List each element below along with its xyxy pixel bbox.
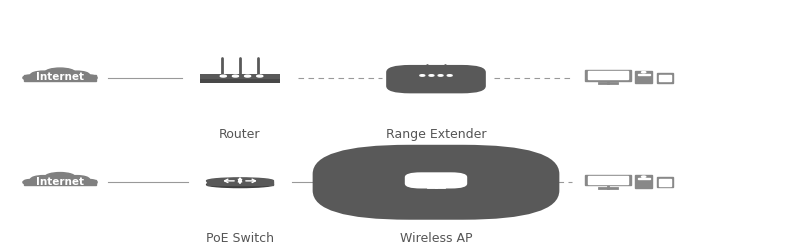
Circle shape	[642, 72, 646, 73]
Circle shape	[233, 75, 238, 77]
Text: Internet: Internet	[36, 72, 84, 82]
Circle shape	[30, 176, 56, 183]
Bar	[586, 70, 631, 80]
Circle shape	[30, 71, 56, 79]
Bar	[638, 74, 650, 75]
Circle shape	[420, 75, 425, 76]
Bar	[659, 179, 671, 186]
Circle shape	[245, 75, 250, 77]
Text: PoE Switch: PoE Switch	[206, 232, 274, 243]
Circle shape	[78, 75, 97, 81]
Bar	[638, 178, 650, 179]
Bar	[588, 71, 628, 79]
Circle shape	[23, 75, 42, 81]
FancyBboxPatch shape	[405, 172, 467, 189]
Ellipse shape	[206, 182, 274, 188]
Text: Router: Router	[219, 128, 261, 140]
Circle shape	[23, 179, 42, 185]
Circle shape	[45, 68, 75, 77]
Text: Internet: Internet	[36, 177, 84, 187]
Circle shape	[447, 75, 452, 76]
Bar	[635, 175, 652, 188]
Circle shape	[64, 71, 90, 79]
FancyBboxPatch shape	[313, 145, 559, 220]
Bar	[657, 177, 674, 187]
Text: Wireless AP: Wireless AP	[400, 232, 472, 243]
Ellipse shape	[206, 178, 274, 184]
Bar	[659, 75, 671, 81]
Circle shape	[429, 75, 434, 76]
Circle shape	[438, 75, 443, 76]
Bar	[206, 181, 274, 185]
Circle shape	[78, 179, 97, 185]
Bar	[657, 73, 674, 83]
Bar	[586, 175, 631, 185]
Bar	[635, 71, 652, 83]
Bar	[201, 79, 279, 83]
Bar	[588, 176, 628, 184]
Text: Range Extender: Range Extender	[386, 128, 486, 140]
Bar	[201, 74, 279, 79]
FancyBboxPatch shape	[386, 65, 486, 93]
Circle shape	[257, 75, 262, 77]
Bar	[24, 180, 96, 185]
Circle shape	[642, 176, 646, 177]
Bar	[24, 75, 96, 81]
Circle shape	[45, 173, 75, 182]
Circle shape	[220, 75, 226, 77]
Circle shape	[64, 176, 90, 183]
